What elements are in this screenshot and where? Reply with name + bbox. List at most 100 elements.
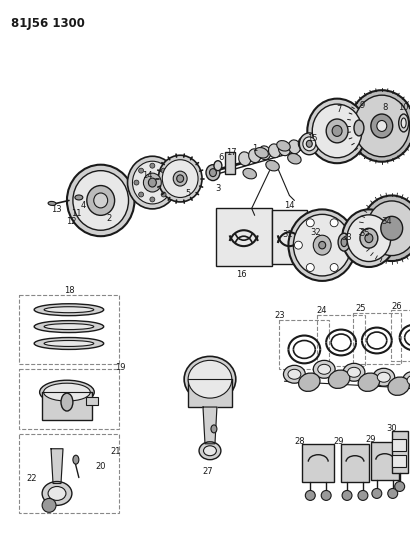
Text: 28: 28 — [294, 437, 305, 446]
Ellipse shape — [377, 120, 387, 132]
Ellipse shape — [210, 168, 217, 176]
Ellipse shape — [298, 137, 310, 151]
Text: 33: 33 — [342, 233, 352, 241]
Ellipse shape — [61, 393, 73, 411]
Ellipse shape — [268, 144, 281, 158]
Bar — [341, 444, 369, 481]
Bar — [86, 397, 98, 405]
Ellipse shape — [34, 304, 104, 316]
Text: 9: 9 — [359, 101, 365, 110]
Text: 14: 14 — [142, 171, 152, 180]
Text: 27: 27 — [203, 467, 213, 476]
Ellipse shape — [288, 369, 301, 379]
Bar — [216, 208, 272, 266]
Ellipse shape — [403, 372, 411, 389]
Bar — [272, 211, 307, 264]
Text: 26: 26 — [391, 302, 402, 311]
Bar — [42, 392, 92, 420]
Ellipse shape — [148, 178, 156, 187]
Circle shape — [358, 490, 368, 500]
Circle shape — [342, 490, 352, 500]
Text: 81J56 1300: 81J56 1300 — [12, 17, 85, 30]
Ellipse shape — [44, 341, 94, 346]
Bar — [317, 314, 365, 366]
Ellipse shape — [34, 337, 104, 350]
Ellipse shape — [307, 99, 367, 163]
Text: 11: 11 — [71, 209, 81, 218]
Ellipse shape — [303, 137, 316, 151]
Ellipse shape — [42, 481, 72, 505]
Ellipse shape — [284, 365, 305, 383]
Text: 14: 14 — [284, 201, 295, 210]
Ellipse shape — [214, 161, 222, 171]
Bar — [19, 434, 119, 513]
Text: 20: 20 — [95, 462, 106, 471]
Circle shape — [161, 168, 166, 173]
Bar — [392, 439, 406, 451]
Ellipse shape — [44, 306, 94, 313]
Text: 29: 29 — [366, 435, 376, 445]
Ellipse shape — [87, 185, 115, 215]
Bar — [353, 313, 401, 365]
Circle shape — [294, 241, 302, 249]
Ellipse shape — [349, 90, 411, 161]
Text: 2: 2 — [106, 214, 111, 223]
Circle shape — [342, 241, 350, 249]
Circle shape — [388, 488, 398, 498]
Text: 30: 30 — [386, 424, 397, 433]
Text: 13: 13 — [51, 205, 61, 214]
Ellipse shape — [127, 156, 177, 209]
Bar — [19, 295, 119, 365]
Ellipse shape — [75, 195, 83, 200]
Text: 6: 6 — [218, 154, 224, 162]
Ellipse shape — [48, 487, 66, 500]
Polygon shape — [203, 407, 217, 444]
Bar — [392, 455, 406, 466]
Ellipse shape — [332, 125, 342, 136]
Circle shape — [150, 163, 155, 168]
Circle shape — [139, 168, 143, 173]
Ellipse shape — [401, 118, 406, 128]
Ellipse shape — [188, 360, 232, 398]
Circle shape — [139, 192, 143, 197]
Ellipse shape — [377, 372, 390, 382]
Ellipse shape — [255, 148, 268, 158]
Ellipse shape — [211, 425, 217, 433]
Ellipse shape — [67, 165, 134, 236]
Ellipse shape — [203, 446, 217, 456]
Ellipse shape — [239, 152, 251, 166]
Ellipse shape — [278, 142, 291, 156]
Ellipse shape — [347, 215, 391, 262]
Ellipse shape — [354, 120, 364, 136]
Bar — [302, 444, 334, 481]
Ellipse shape — [348, 367, 360, 377]
Text: 4: 4 — [80, 201, 85, 210]
Ellipse shape — [365, 234, 373, 243]
Bar — [392, 431, 408, 473]
Circle shape — [321, 490, 331, 500]
Ellipse shape — [338, 233, 350, 251]
Text: 35: 35 — [360, 229, 370, 238]
Text: 8: 8 — [382, 102, 388, 111]
Ellipse shape — [373, 368, 395, 386]
Ellipse shape — [289, 209, 356, 281]
Ellipse shape — [34, 321, 104, 333]
Ellipse shape — [158, 155, 202, 202]
Ellipse shape — [243, 168, 256, 179]
Ellipse shape — [177, 175, 184, 182]
Ellipse shape — [173, 171, 187, 186]
Circle shape — [306, 263, 314, 271]
Ellipse shape — [313, 360, 335, 378]
Ellipse shape — [358, 373, 380, 391]
Ellipse shape — [399, 114, 409, 132]
Ellipse shape — [371, 114, 393, 138]
Ellipse shape — [407, 375, 411, 385]
Ellipse shape — [288, 154, 301, 164]
Ellipse shape — [306, 140, 312, 147]
Text: 25: 25 — [356, 304, 366, 313]
Text: 16: 16 — [236, 270, 247, 279]
Bar — [371, 442, 399, 480]
Ellipse shape — [312, 104, 362, 158]
Ellipse shape — [277, 141, 290, 151]
Polygon shape — [51, 449, 63, 483]
